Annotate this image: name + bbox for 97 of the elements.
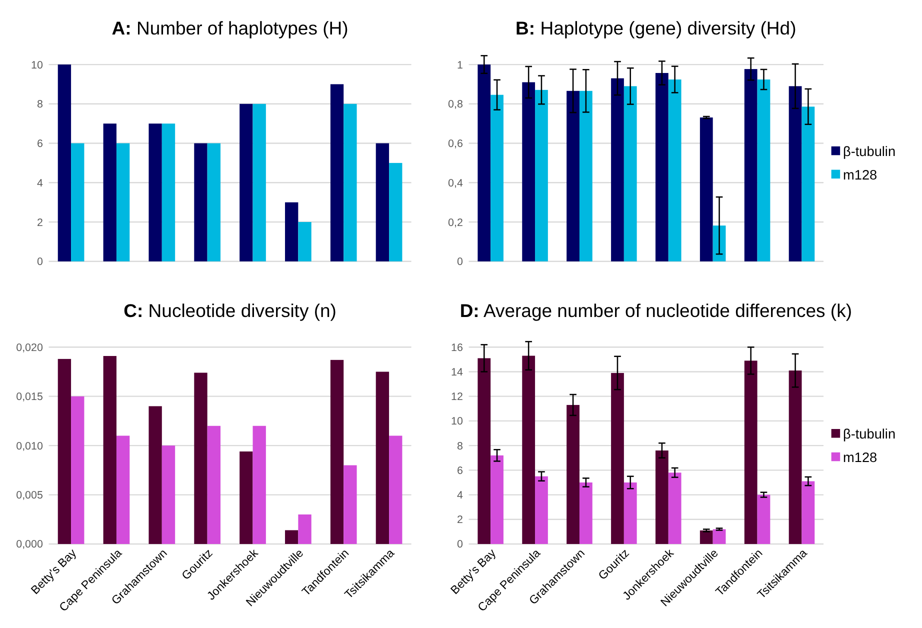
bar — [344, 104, 357, 262]
bar — [298, 222, 312, 262]
bar — [535, 90, 548, 262]
chart-title: D: Average number of nucleotide differences (k) — [460, 300, 852, 321]
bar — [58, 64, 72, 262]
bar — [285, 202, 298, 262]
y-tick-label: 10 — [31, 59, 43, 72]
bar — [376, 372, 390, 544]
bar — [285, 530, 298, 544]
bar — [71, 396, 84, 544]
bar — [148, 406, 162, 544]
y-tick-label: 2 — [456, 514, 463, 526]
bar — [624, 482, 637, 544]
bar — [712, 529, 726, 544]
bar — [252, 104, 266, 262]
bar — [116, 143, 130, 262]
y-tick-label: 0 — [456, 256, 463, 268]
y-tick-label: 14 — [451, 366, 463, 378]
bar — [802, 106, 815, 262]
y-tick-label: 0,2 — [448, 216, 463, 229]
bar — [162, 124, 176, 262]
bar — [566, 404, 580, 544]
bar — [624, 86, 637, 262]
bar — [655, 450, 668, 544]
bar — [611, 372, 624, 544]
bar — [655, 72, 668, 262]
bar — [240, 104, 253, 262]
bar — [194, 143, 208, 262]
y-tick-label: 0,010 — [16, 440, 43, 452]
bar — [490, 455, 504, 544]
bar — [490, 94, 504, 262]
bar — [162, 446, 176, 544]
y-tick-label: 8 — [456, 440, 463, 452]
bar — [103, 356, 116, 544]
bar — [148, 124, 162, 262]
bar — [535, 476, 548, 544]
bar — [522, 82, 536, 262]
y-tick-label: 12 — [451, 391, 463, 404]
y-tick-label: 4 — [456, 490, 463, 502]
bar — [668, 472, 682, 544]
bar — [757, 494, 770, 544]
y-tick-label: 0,000 — [16, 538, 43, 551]
bar — [700, 530, 713, 544]
y-tick-label: 0,8 — [448, 98, 463, 111]
bar — [788, 86, 802, 262]
bar — [802, 481, 815, 544]
y-tick-label: 0 — [456, 538, 463, 551]
bar — [668, 79, 682, 262]
bar — [58, 358, 72, 544]
bar — [207, 143, 220, 262]
bar — [194, 372, 208, 544]
bar — [566, 90, 580, 262]
y-tick-label: 0,020 — [16, 342, 43, 354]
bar — [207, 426, 220, 544]
bar — [522, 356, 536, 544]
legend-label: m128 — [843, 450, 878, 466]
y-tick-label: 16 — [451, 342, 463, 354]
legend-label: β-tubulin — [843, 426, 896, 442]
legend-label: β-tubulin — [843, 144, 896, 160]
bar — [330, 84, 344, 262]
bar — [116, 436, 130, 544]
bar — [298, 514, 312, 544]
y-tick-label: 0,005 — [16, 490, 43, 502]
bar — [330, 360, 344, 544]
chart-title: B: Haplotype (gene) diversity (Hd) — [516, 17, 796, 38]
y-tick-label: 0,015 — [16, 391, 43, 404]
bar — [788, 370, 802, 544]
y-tick-label: 6 — [456, 464, 463, 477]
y-tick-label: 6 — [36, 138, 43, 150]
y-tick-label: 8 — [36, 98, 43, 111]
bar — [478, 64, 491, 262]
bar — [757, 79, 770, 262]
bar — [344, 465, 357, 544]
bar — [376, 143, 390, 262]
y-tick-label: 0 — [36, 256, 43, 268]
bar — [71, 143, 84, 262]
bar — [579, 482, 592, 544]
bar — [103, 124, 116, 262]
bar — [700, 117, 713, 262]
chart-title: A: Number of haplotypes (H) — [112, 17, 348, 38]
y-tick-label: 0,4 — [448, 177, 463, 190]
y-tick-label: 0,6 — [448, 138, 463, 150]
bar — [389, 162, 402, 262]
y-tick-label: 10 — [451, 416, 463, 428]
y-tick-label: 4 — [36, 177, 43, 190]
bar — [611, 78, 624, 262]
y-tick-label: 1 — [456, 59, 463, 72]
bar — [389, 436, 402, 544]
bar — [478, 358, 491, 544]
bar — [240, 451, 253, 544]
bar — [252, 426, 266, 544]
bar — [579, 90, 592, 262]
chart-title: C: Nucleotide diversity (n) — [124, 300, 336, 321]
bar — [744, 69, 758, 262]
bar — [744, 360, 758, 544]
y-tick-label: 2 — [36, 216, 43, 229]
legend-label: m128 — [843, 167, 878, 182]
